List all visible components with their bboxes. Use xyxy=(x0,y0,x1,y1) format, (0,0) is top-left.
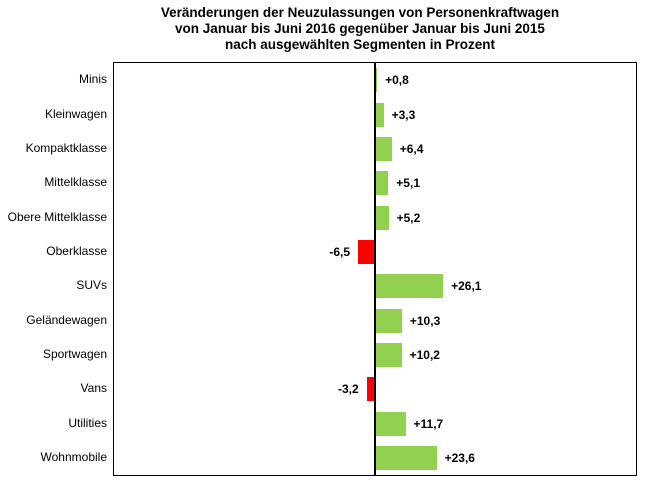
category-label: Vans xyxy=(80,381,107,396)
value-label: +5,1 xyxy=(396,176,420,191)
plot-area: +0,8 +3,3 +6,4 +5,1 +5,2 -6,5 +26,1 +10,3 +10,2 -… xyxy=(113,62,637,476)
chart-title: Veränderungen der Neuzulassungen von Per… xyxy=(64,5,656,53)
value-label: +3,3 xyxy=(391,107,416,122)
zero-axis-line xyxy=(374,63,376,475)
value-label: +10,3 xyxy=(409,313,441,328)
category-label: Geländewagen xyxy=(26,312,107,327)
value-label: +0,8 xyxy=(385,73,409,88)
value-label: -3,2 xyxy=(337,382,359,397)
value-label: +11,7 xyxy=(413,416,444,431)
value-label: +23,6 xyxy=(444,450,475,465)
bar xyxy=(375,205,389,230)
chart-title-line-2: von Januar bis Juni 2016 gegenüber Janua… xyxy=(175,21,545,36)
category-label: Kleinwagen xyxy=(44,106,107,121)
category-label: Utilities xyxy=(68,415,107,430)
category-label: Sportwagen xyxy=(42,346,107,361)
chart-title-line-1: Veränderungen der Neuzulassungen von Per… xyxy=(160,5,560,20)
category-label: Wohnmobile xyxy=(40,449,107,464)
bar xyxy=(375,68,378,93)
category-label: Mittelklasse xyxy=(44,175,107,190)
value-label: +26,1 xyxy=(451,279,482,294)
value-label: +6,4 xyxy=(399,141,424,156)
category-label: Minis xyxy=(78,72,107,87)
bar xyxy=(375,445,437,470)
category-label: Obere Mittelklasse xyxy=(7,209,107,224)
bar xyxy=(375,274,444,299)
category-label: SUVs xyxy=(76,278,107,293)
value-label: +5,2 xyxy=(396,210,421,225)
category-label: Kompaktklasse xyxy=(25,140,107,155)
value-label: -6,5 xyxy=(329,244,351,259)
value-label: +10,2 xyxy=(409,347,440,362)
bar xyxy=(375,102,384,127)
category-axis: Minis Kleinwagen Kompaktklasse Mittelklasse… xyxy=(0,62,107,474)
category-label: Oberklasse xyxy=(46,243,107,258)
bar xyxy=(366,377,375,402)
bar xyxy=(375,171,389,196)
chart-title-line-3: nach ausgewählten Segmenten in Prozent xyxy=(224,37,496,52)
bar xyxy=(375,411,406,436)
bar xyxy=(375,342,402,367)
bar xyxy=(375,308,402,333)
bar xyxy=(358,239,375,264)
bar xyxy=(375,136,392,161)
